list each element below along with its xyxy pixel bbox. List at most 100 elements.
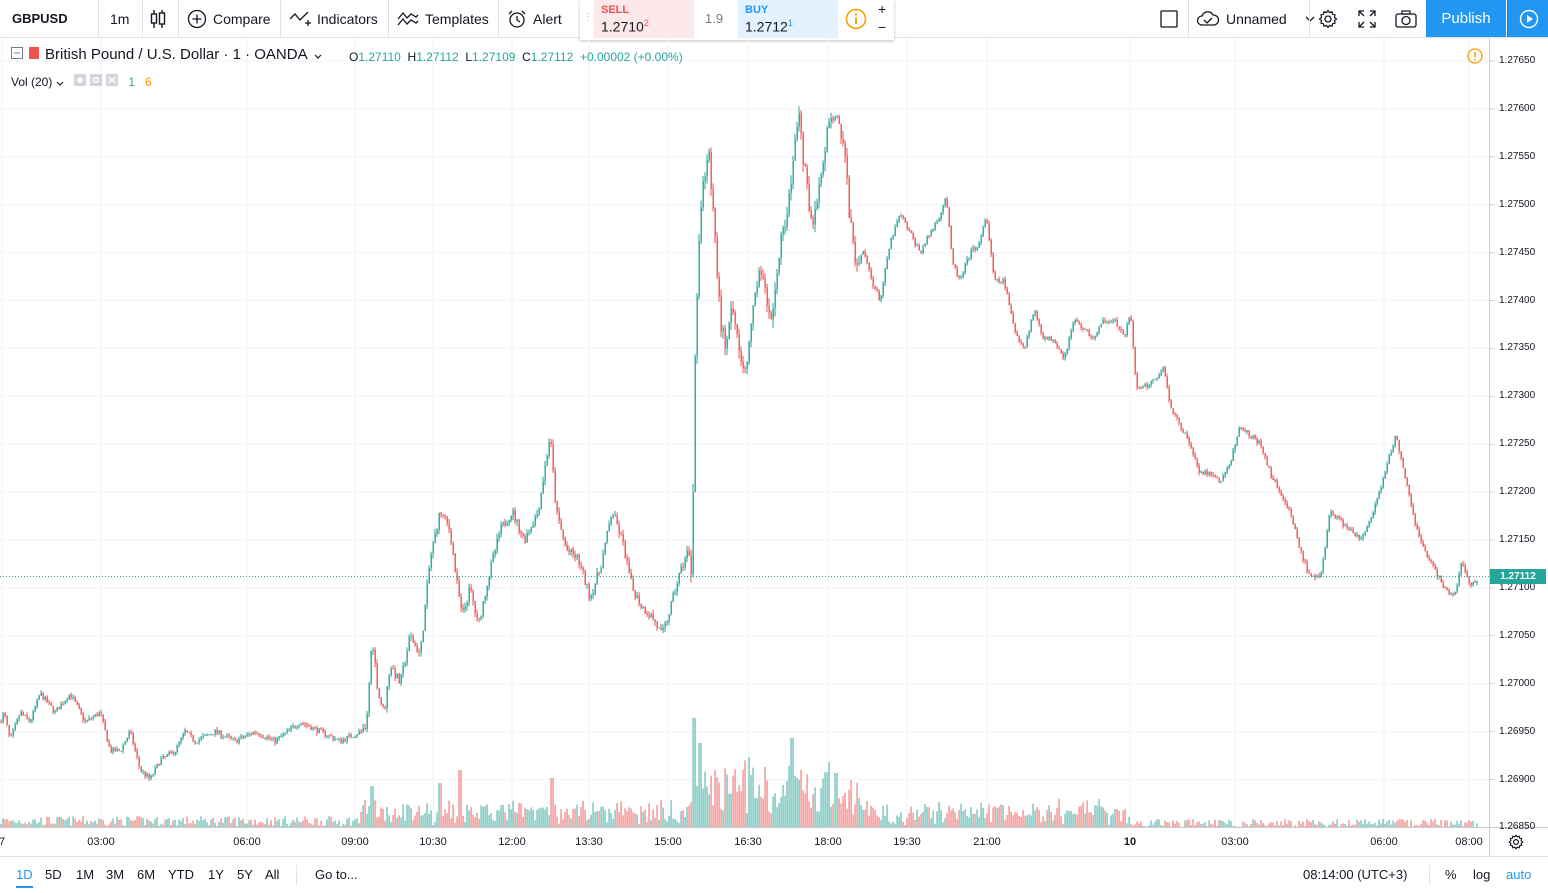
volume-bar: [568, 814, 570, 828]
red-flag-icon[interactable]: [29, 46, 39, 63]
chart-canvas[interactable]: [0, 38, 1548, 856]
publish-button[interactable]: Publish: [1426, 0, 1506, 37]
symbol-search-button[interactable]: GBPUSD: [12, 11, 68, 26]
chart-type-candles-icon[interactable]: [150, 0, 168, 37]
volume-bar: [272, 825, 274, 828]
range-button-all[interactable]: All: [265, 867, 280, 882]
camera-icon[interactable]: [1395, 0, 1417, 37]
candle-body: [152, 774, 154, 776]
candle-body: [930, 230, 932, 237]
sell-label: SELL: [601, 4, 630, 16]
settings-gear-icon[interactable]: [1318, 0, 1338, 37]
volume-bar: [596, 811, 598, 828]
fullscreen-icon[interactable]: [1357, 0, 1377, 37]
chart-settings-gear-icon[interactable]: [1508, 834, 1524, 855]
candle-body: [1216, 476, 1218, 478]
candle-body: [1352, 529, 1354, 533]
candle-body: [426, 583, 428, 606]
candle-body: [244, 736, 246, 738]
volume-bar: [942, 822, 944, 828]
range-button-3m[interactable]: 3M: [106, 867, 125, 882]
volume-bar: [420, 815, 422, 828]
chevron-down-icon[interactable]: [56, 75, 64, 89]
volume-bar: [104, 824, 106, 828]
range-button-1d[interactable]: 1D: [16, 867, 33, 888]
range-button-5y[interactable]: 5Y: [237, 867, 253, 882]
auto-scale-toggle[interactable]: auto: [1506, 867, 1532, 882]
info-warning-icon[interactable]: [845, 8, 867, 35]
percent-scale-toggle[interactable]: %: [1445, 867, 1457, 882]
data-warning-icon[interactable]: [1467, 48, 1483, 69]
close-icon[interactable]: [106, 74, 119, 89]
volume-bar: [1392, 820, 1394, 828]
indicators-button[interactable]: Indicators: [289, 0, 378, 37]
candle-body: [878, 291, 880, 301]
volume-bar: [2, 818, 4, 828]
candle-body: [38, 695, 40, 700]
volume-bar: [1432, 821, 1434, 828]
volume-bar: [1038, 809, 1040, 828]
candle-body: [684, 558, 686, 568]
symbol-title[interactable]: British Pound / U.S. Dollar · 1 · OANDA: [45, 46, 308, 63]
volume-bar: [790, 738, 792, 828]
candle-body: [1182, 429, 1184, 433]
compare-button[interactable]: Compare: [187, 0, 271, 37]
candle-body: [730, 308, 732, 323]
volume-bar: [664, 819, 666, 828]
candle-body: [964, 264, 966, 273]
alert-button[interactable]: Alert: [507, 0, 562, 37]
gear-icon[interactable]: [90, 74, 103, 89]
range-button-6m[interactable]: 6M: [137, 867, 156, 882]
templates-button[interactable]: Templates: [397, 0, 489, 37]
candle-body: [1068, 338, 1070, 349]
candle-body: [814, 208, 816, 225]
volume-bar: [34, 819, 36, 828]
volume-bar: [1234, 825, 1236, 828]
candle-body: [1180, 422, 1182, 430]
drag-grip-icon[interactable]: ⋮⋮: [583, 12, 603, 23]
range-button-1y[interactable]: 1Y: [208, 867, 224, 882]
candle-body: [212, 734, 214, 736]
volume-bar: [400, 817, 402, 828]
volume-bar: [1160, 825, 1162, 828]
volume-bar: [1044, 820, 1046, 828]
candle-body: [1278, 487, 1280, 491]
candle-body: [366, 713, 368, 730]
candle-body: [1442, 582, 1444, 588]
range-button-ytd[interactable]: YTD: [168, 867, 194, 882]
volume-bar: [696, 785, 698, 828]
collapse-toggle-icon[interactable]: [11, 46, 23, 63]
volume-bar: [658, 819, 660, 828]
goto-date-button[interactable]: Go to...: [315, 867, 358, 882]
timezone-clock[interactable]: 08:14:00 (UTC+3): [1303, 867, 1408, 882]
volume-bar: [864, 809, 866, 828]
play-circle-icon[interactable]: [1507, 0, 1548, 37]
log-scale-toggle[interactable]: log: [1473, 867, 1491, 882]
buy-button[interactable]: BUY 1.27121: [738, 0, 838, 38]
range-button-1m[interactable]: 1M: [76, 867, 95, 882]
volume-bar: [810, 807, 812, 828]
volume-title[interactable]: Vol (20): [11, 74, 53, 89]
layout-select-button[interactable]: [1160, 0, 1178, 37]
minus-button[interactable]: −: [878, 19, 887, 35]
time-tick-label: 18:00: [814, 836, 842, 848]
candle-body: [540, 493, 542, 510]
volume-bar: [826, 772, 828, 828]
candle-body: [490, 562, 492, 577]
volume-bar: [424, 813, 426, 828]
candle-body: [1326, 530, 1328, 548]
volume-bar: [46, 816, 48, 828]
volume-bar: [464, 821, 466, 828]
plus-button[interactable]: +: [878, 1, 887, 17]
candle-body: [744, 367, 746, 369]
volume-bar: [506, 819, 508, 828]
interval-button[interactable]: 1m: [110, 10, 130, 27]
candle-body: [764, 279, 766, 288]
candle-body: [342, 739, 344, 743]
eye-icon[interactable]: [74, 74, 87, 89]
candle-body: [206, 734, 208, 736]
range-button-5d[interactable]: 5D: [45, 867, 62, 882]
save-layout-button[interactable]: Unnamed: [1196, 0, 1315, 37]
sell-button[interactable]: SELL 1.27102: [594, 0, 694, 38]
chevron-down-icon[interactable]: [314, 46, 322, 63]
